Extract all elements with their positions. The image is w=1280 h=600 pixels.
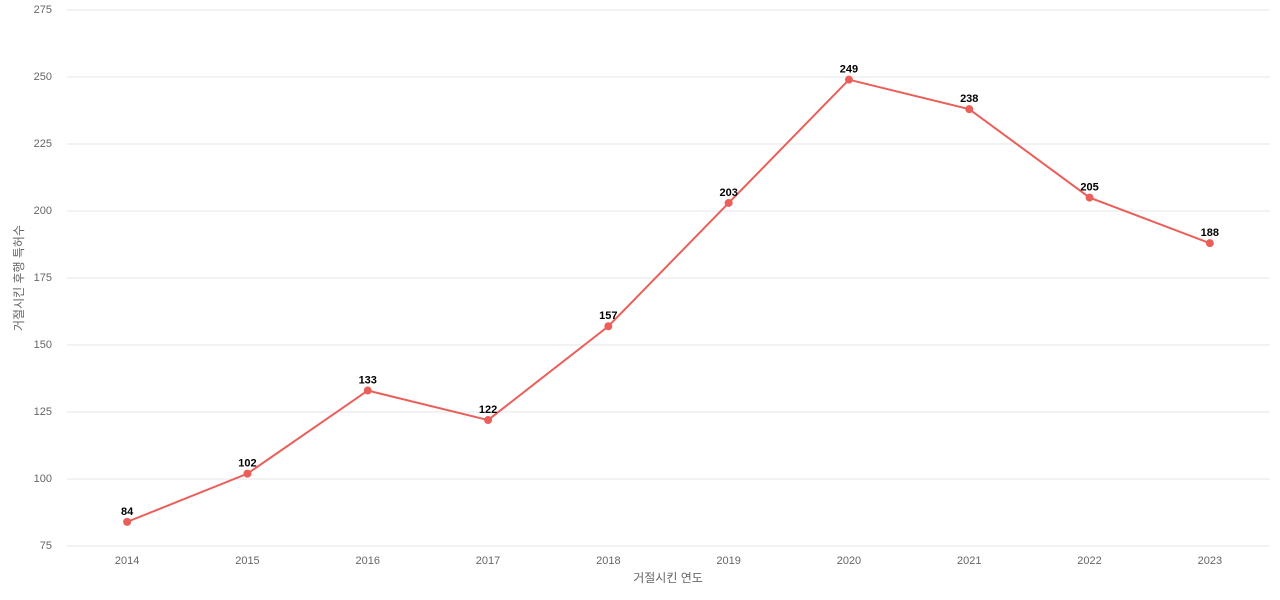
y-tick-label: 275 [34, 4, 52, 16]
data-label: 203 [719, 187, 737, 199]
data-label: 122 [479, 404, 497, 416]
y-tick-label: 125 [34, 406, 52, 418]
y-tick-label: 225 [34, 138, 52, 150]
y-tick-label: 250 [34, 71, 52, 83]
data-label: 84 [121, 506, 134, 518]
data-point [484, 416, 493, 425]
y-tick-label: 100 [34, 473, 52, 485]
x-tick-label: 2020 [837, 555, 861, 567]
x-axis-title: 거절시킨 연도 [633, 571, 703, 585]
data-label: 157 [599, 310, 617, 322]
data-point [965, 105, 974, 114]
y-tick-label: 175 [34, 272, 52, 284]
x-tick-label: 2017 [476, 555, 500, 567]
data-point [363, 386, 372, 395]
y-tick-label: 200 [34, 205, 52, 217]
y-tick-label: 150 [34, 339, 52, 351]
data-label: 205 [1080, 182, 1098, 194]
data-label: 102 [238, 458, 256, 470]
data-line [126, 78, 1211, 523]
data-point [1205, 239, 1214, 248]
data-point [844, 75, 853, 84]
y-axis-title: 거절시킨 후행 특허수 [11, 225, 26, 331]
data-point [1085, 193, 1094, 202]
x-tick-label: 2023 [1198, 555, 1222, 567]
data-point [604, 322, 613, 331]
data-label: 238 [960, 93, 978, 105]
x-tick-label: 2014 [115, 555, 139, 567]
x-tick-label: 2016 [356, 555, 380, 567]
x-tick-label: 2021 [957, 555, 981, 567]
data-point [123, 517, 132, 526]
data-label: 133 [359, 374, 377, 386]
data-point [243, 469, 252, 478]
x-tick-label: 2018 [596, 555, 620, 567]
x-tick-label: 2022 [1077, 555, 1101, 567]
data-point [724, 198, 733, 207]
data-label: 249 [840, 64, 858, 76]
data-label: 188 [1201, 227, 1219, 239]
x-tick-label: 2019 [716, 555, 740, 567]
x-tick-label: 2015 [235, 555, 259, 567]
y-tick-label: 75 [40, 540, 52, 552]
